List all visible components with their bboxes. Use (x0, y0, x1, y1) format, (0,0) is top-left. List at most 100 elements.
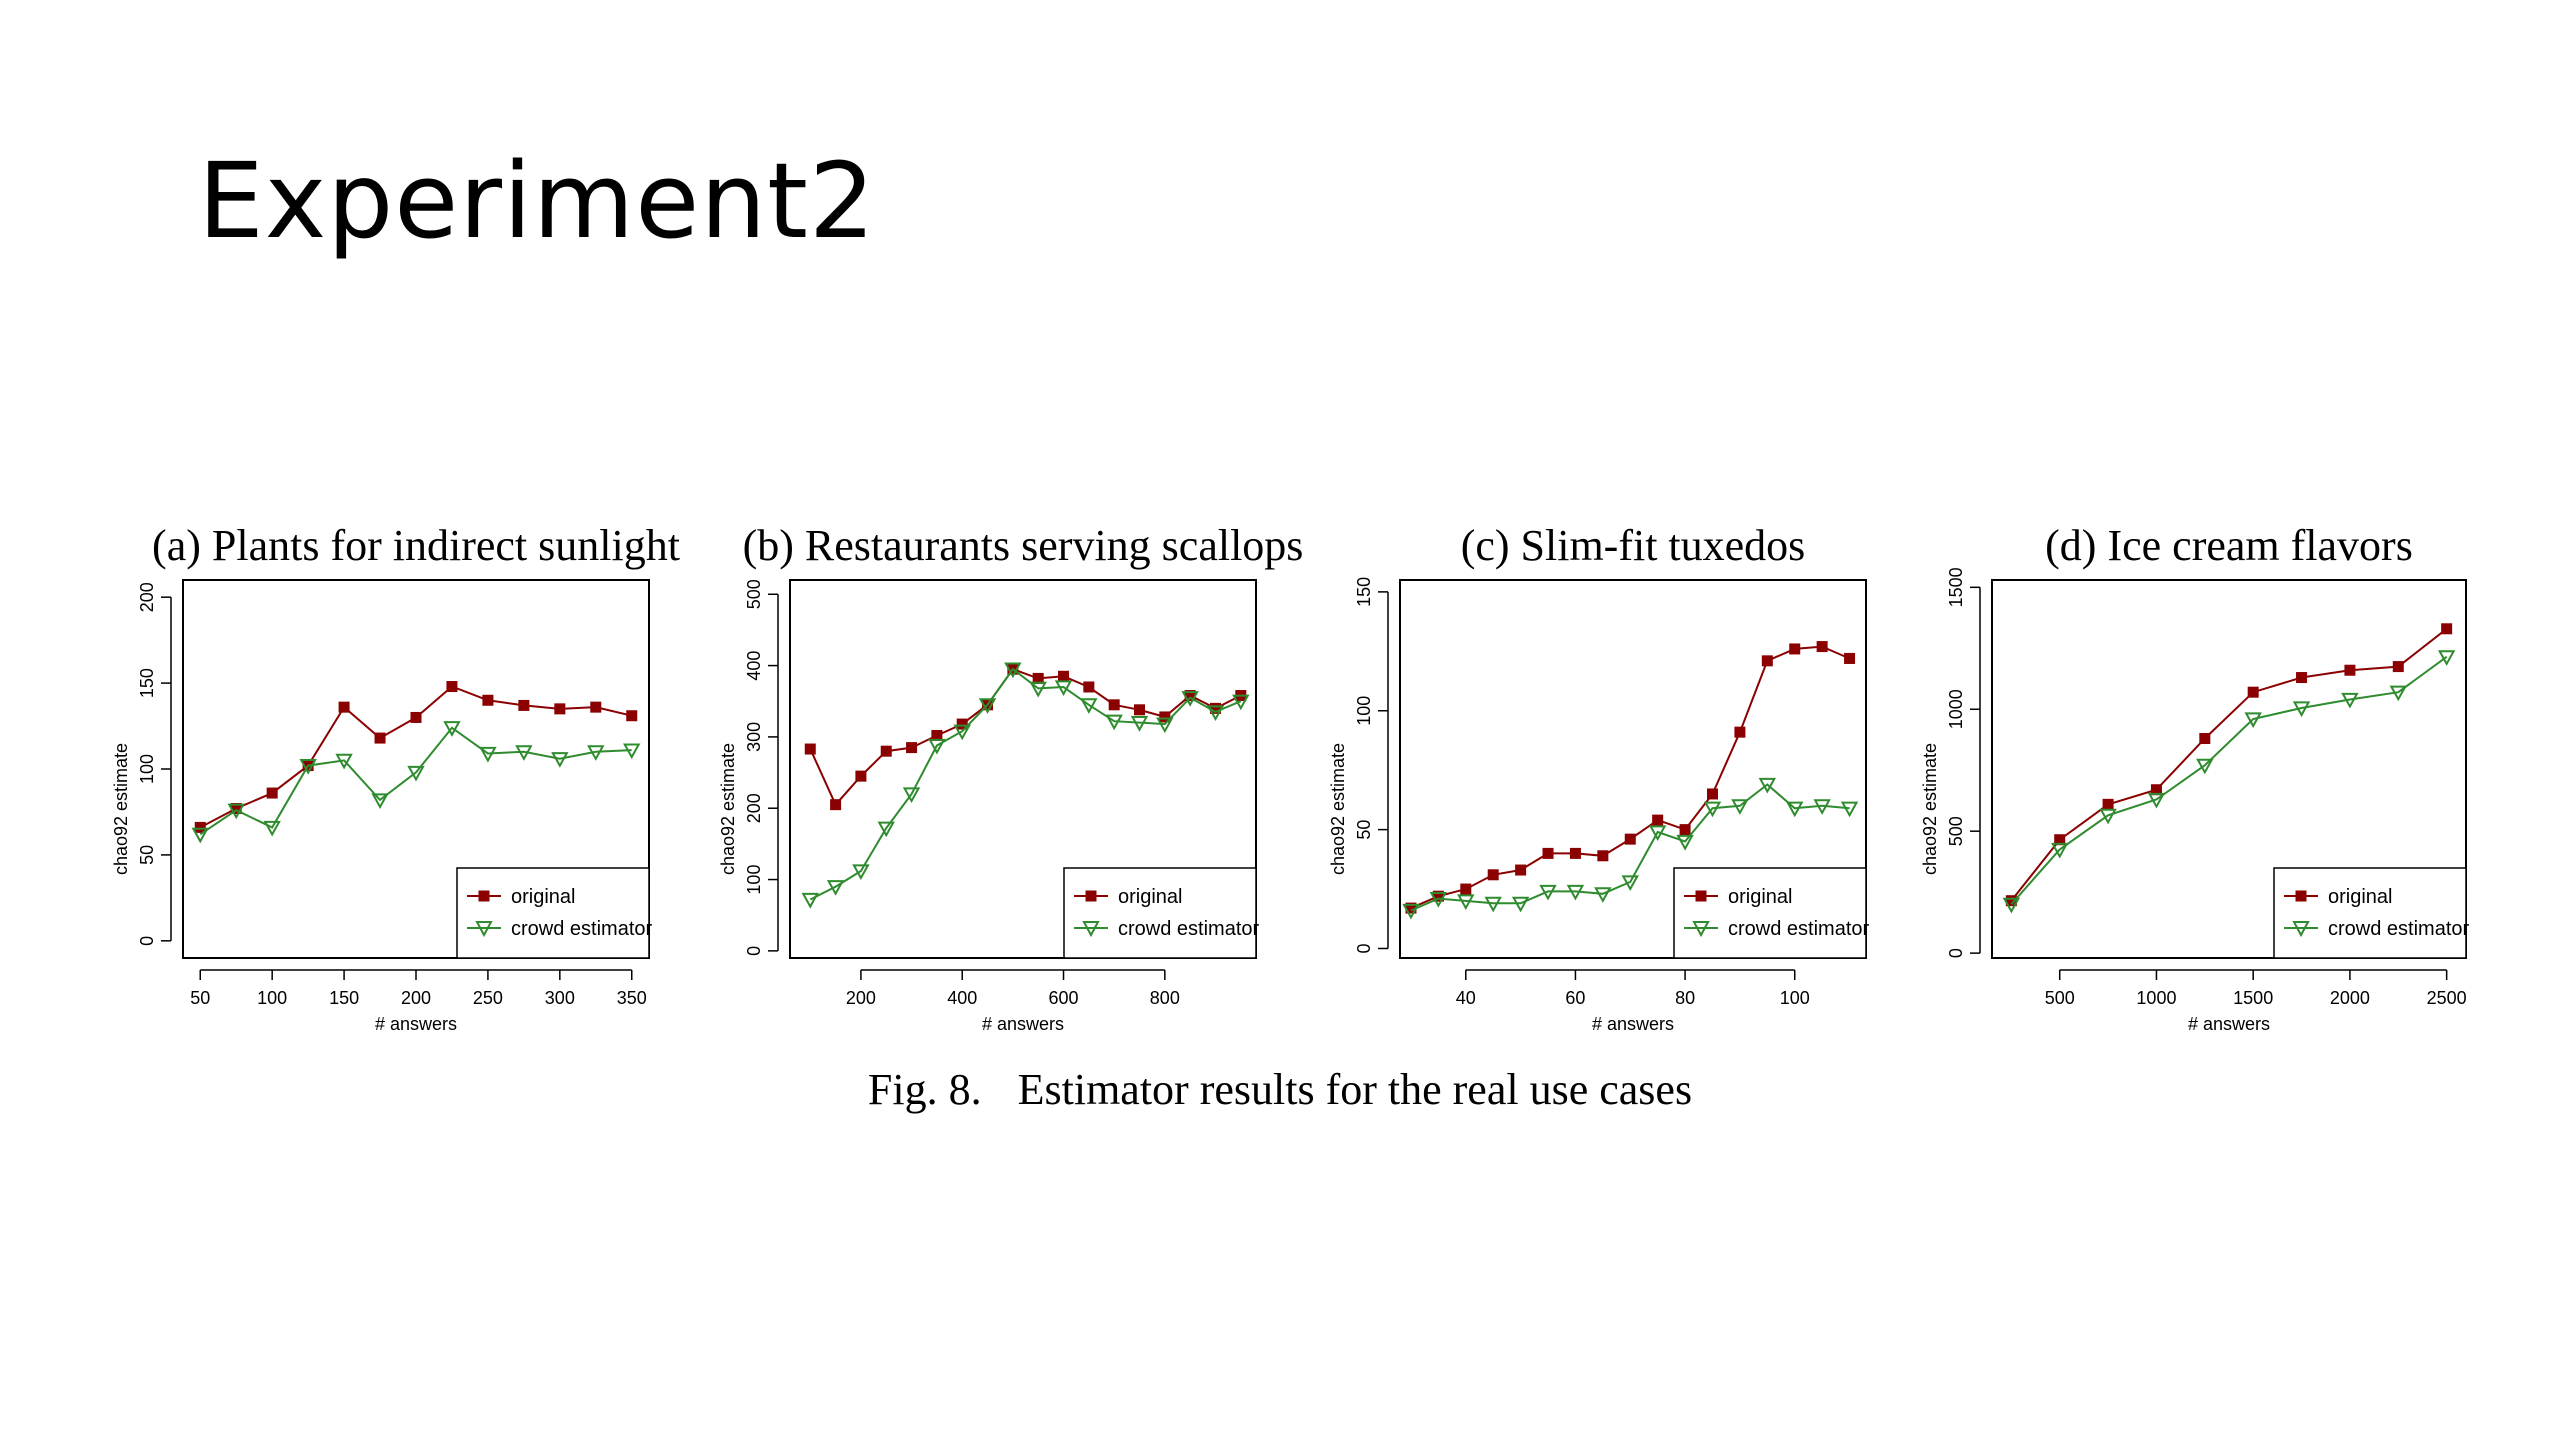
original-point (1761, 655, 1773, 667)
legend: original crowd estimator (1063, 867, 1259, 959)
original-point (2199, 733, 2211, 745)
y-tick-label: 0 (744, 946, 764, 956)
original-point (410, 711, 422, 723)
legend-label-original: original (2328, 886, 2392, 908)
original-point (1032, 672, 1044, 684)
y-tick-label: 500 (744, 579, 764, 609)
crowd-estimator-point (2292, 701, 2311, 718)
x-axis-label: # answers (982, 1014, 1064, 1034)
original-point (1108, 699, 1120, 711)
y-tick-label: 400 (744, 651, 764, 681)
crowd-estimator-point (826, 880, 845, 896)
chart-title: (b) Restaurants serving scallops (743, 521, 1304, 570)
y-tick-label: 1000 (1946, 689, 1966, 729)
x-tick-label: 1000 (2136, 988, 2176, 1008)
crowd-estimator-point (2341, 692, 2359, 709)
plot-frame (1399, 579, 1867, 959)
crowd-estimator-line (199, 726, 632, 836)
original-point (880, 745, 892, 757)
original-point (482, 694, 494, 706)
legend-label-original: original (511, 886, 575, 908)
original-point (1134, 704, 1145, 716)
original-point (1058, 670, 1070, 682)
original-point (626, 710, 638, 722)
legend-marker-original (478, 890, 490, 902)
legend-box (1673, 867, 1867, 959)
crowd-estimator-point (1594, 887, 1612, 903)
legend-label-crowd: crowd estimator (1728, 918, 1869, 940)
crowd-estimator-point (551, 752, 569, 768)
x-tick-label: 150 (329, 988, 359, 1008)
crowd-estimator-point (1232, 694, 1250, 711)
original-point (2296, 672, 2308, 684)
y-tick-label: 150 (137, 668, 157, 698)
legend-label-original: original (1118, 886, 1182, 908)
y-tick-label: 100 (1354, 696, 1374, 726)
original-point (804, 743, 816, 755)
y-tick-label: 500 (1946, 816, 1966, 846)
crowd-estimator-point (1429, 891, 1448, 908)
original-point (518, 699, 530, 711)
legend-label-original: original (1728, 886, 1792, 908)
x-tick-label: 200 (846, 988, 876, 1008)
y-axis-label: chao92 estimate (1920, 743, 1940, 875)
crowd-estimator-line (1410, 783, 1850, 912)
plot-frame (789, 579, 1257, 959)
crowd-estimator-point (1621, 875, 1639, 891)
original-point (1209, 702, 1221, 714)
original-point (2054, 834, 2066, 846)
crowd-estimator-point (1566, 884, 1585, 901)
x-tick-label: 600 (1048, 988, 1078, 1008)
legend-box (2273, 867, 2467, 959)
legend-marker-original (1695, 890, 1707, 902)
crowd-estimator-point (2099, 808, 2117, 825)
x-tick-label: 400 (947, 988, 977, 1008)
crowd-estimator-point (2002, 897, 2021, 914)
crowd-estimator-point (1484, 896, 1502, 913)
y-axis-label: chao92 estimate (111, 743, 131, 875)
original-point (1789, 643, 1801, 655)
crowd-estimator-point (1156, 717, 1174, 734)
original-point (1432, 890, 1444, 902)
crowd-estimator-point (902, 787, 921, 804)
crowd-estimator-point (1539, 884, 1557, 901)
chart-title: (a) Plants for indirect sunlight (152, 521, 680, 570)
crowd-estimator-point (335, 753, 353, 770)
original-point (554, 703, 566, 715)
crowd-estimator-point (1457, 894, 1475, 911)
original-point (956, 718, 968, 730)
original-line (2010, 628, 2448, 902)
original-point (338, 701, 350, 713)
original-point (1734, 726, 1746, 738)
x-tick-label: 1500 (2233, 988, 2273, 1008)
chart-title: (c) Slim-fit tuxedos (1461, 521, 1806, 570)
crowd-estimator-point (191, 827, 209, 844)
crowd-estimator-point (515, 745, 533, 761)
crowd-estimator-point (1029, 681, 1047, 698)
crowd-estimator-point (1813, 799, 1831, 815)
original-point (1184, 690, 1196, 702)
legend-marker-crowd (475, 921, 493, 938)
original-point (374, 732, 386, 744)
crowd-estimator-point (877, 821, 895, 838)
crowd-estimator-point (1758, 777, 1777, 794)
original-point (2441, 623, 2453, 635)
chart-title: (d) Ice cream flavors (2045, 521, 2413, 570)
y-tick-label: 1500 (1946, 567, 1966, 607)
crowd-estimator-point (1703, 801, 1722, 818)
original-point (931, 729, 943, 741)
crowd-estimator-point (1054, 680, 1073, 697)
legend-marker-original (1085, 890, 1097, 902)
y-tick-label: 0 (137, 936, 157, 946)
original-point (1542, 847, 1554, 859)
original-point (1597, 850, 1609, 862)
crowd-estimator-point (2437, 650, 2456, 666)
x-tick-label: 250 (473, 988, 503, 1008)
crowd-estimator-point (928, 738, 946, 755)
original-point (1569, 847, 1581, 859)
legend-marker-original (2295, 890, 2307, 902)
crowd-estimator-point (587, 745, 605, 761)
x-axis-label: # answers (2188, 1014, 2270, 1034)
crowd-estimator-line (809, 667, 1242, 901)
